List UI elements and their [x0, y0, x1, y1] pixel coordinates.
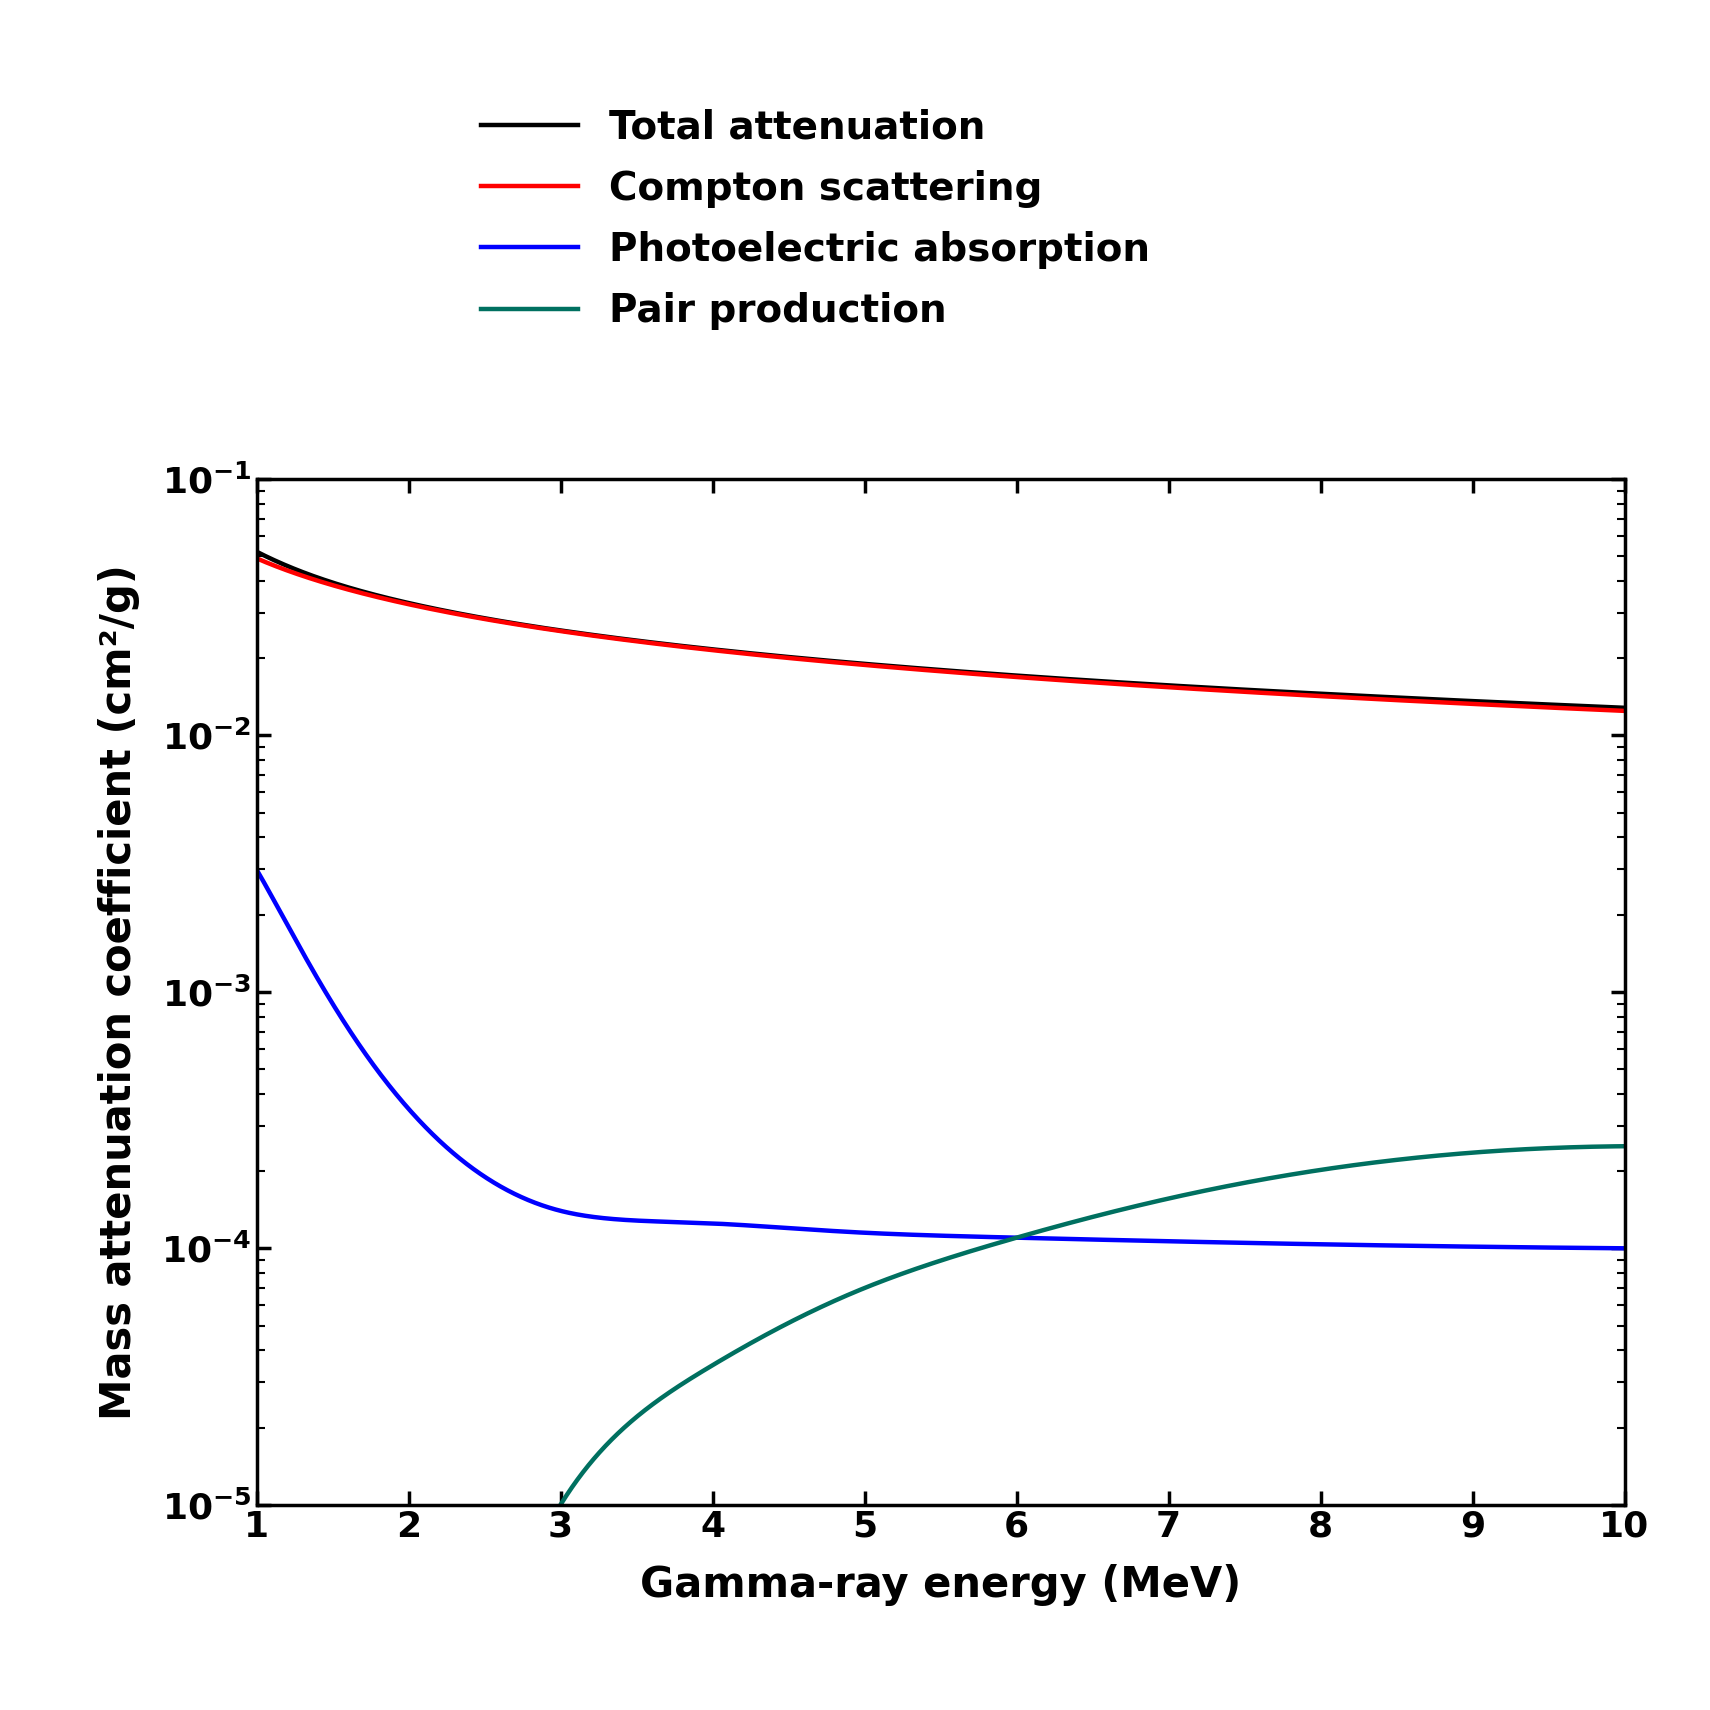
- Total attenuation: [1614, 698, 1635, 718]
- Pair production: [758, 1324, 778, 1344]
- Compton scattering: [911, 660, 932, 681]
- Compton scattering: [1573, 699, 1594, 720]
- Total attenuation: [1573, 696, 1594, 716]
- Total attenuation: [1324, 684, 1344, 705]
- Total attenuation: [876, 655, 896, 675]
- Pair production: [1614, 1135, 1635, 1156]
- Compton scattering: [876, 657, 896, 677]
- Compton scattering: [1575, 699, 1595, 720]
- Line: Photoelectric absorption: Photoelectric absorption: [256, 869, 1624, 1248]
- Photoelectric absorption: [316, 983, 337, 1004]
- Photoelectric absorption: [1573, 1238, 1594, 1259]
- Compton scattering: [316, 573, 337, 593]
- Compton scattering: [246, 547, 267, 568]
- Total attenuation: [911, 658, 932, 679]
- Photoelectric absorption: [911, 1224, 932, 1245]
- Photoelectric absorption: [1575, 1238, 1595, 1259]
- Total attenuation: [316, 569, 337, 590]
- Legend: Total attenuation, Compton scattering, Photoelectric absorption, Pair production: Total attenuation, Compton scattering, P…: [481, 108, 1151, 330]
- Pair production: [1594, 1135, 1614, 1156]
- Pair production: [1327, 1158, 1347, 1178]
- X-axis label: Gamma-ray energy (MeV): Gamma-ray energy (MeV): [640, 1565, 1241, 1606]
- Photoelectric absorption: [1324, 1235, 1344, 1255]
- Line: Pair production: Pair production: [561, 1146, 1624, 1503]
- Compton scattering: [1324, 686, 1344, 706]
- Pair production: [1038, 1219, 1058, 1240]
- Line: Compton scattering: Compton scattering: [256, 557, 1624, 711]
- Total attenuation: [246, 542, 267, 563]
- Total attenuation: [1575, 696, 1595, 716]
- Photoelectric absorption: [876, 1223, 896, 1243]
- Photoelectric absorption: [246, 858, 267, 879]
- Pair production: [610, 1421, 631, 1442]
- Pair production: [1443, 1144, 1464, 1165]
- Pair production: [551, 1493, 571, 1513]
- Compton scattering: [1614, 701, 1635, 722]
- Line: Total attenuation: Total attenuation: [256, 552, 1624, 708]
- Y-axis label: Mass attenuation coefficient (cm²/g): Mass attenuation coefficient (cm²/g): [99, 564, 140, 1419]
- Photoelectric absorption: [1614, 1238, 1635, 1259]
